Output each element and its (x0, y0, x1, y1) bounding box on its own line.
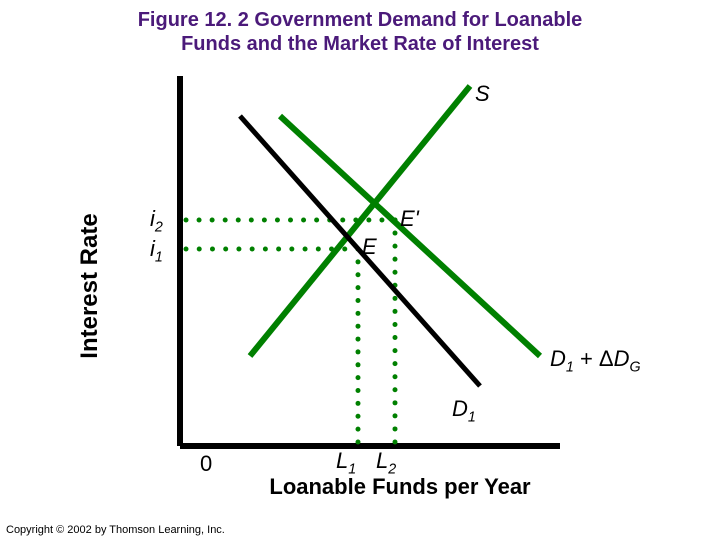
label-D1-plus-DG: D1 + ΔDG (550, 346, 641, 375)
label-E: E (362, 234, 377, 260)
label-i2: i2 (150, 206, 163, 235)
copyright-text: Copyright © 2002 by Thomson Learning, In… (6, 524, 225, 536)
x-axis-label: Loanable Funds per Year (269, 474, 530, 500)
chart-area: Interest Rate Loanable Funds per Year 0 … (0, 56, 720, 496)
label-S: S (475, 81, 490, 107)
label-E-prime: E' (400, 206, 419, 232)
title-line2: Funds and the Market Rate of Interest (181, 33, 539, 55)
chart-svg (0, 56, 720, 496)
title-line1: Figure 12. 2 Government Demand for Loana… (138, 9, 583, 31)
label-L2: L2 (376, 448, 396, 477)
y-axis-label: Interest Rate (76, 213, 104, 358)
label-i1: i1 (150, 236, 163, 265)
label-D1: D1 (452, 396, 476, 425)
origin-zero: 0 (200, 451, 212, 477)
label-L1: L1 (336, 448, 356, 477)
